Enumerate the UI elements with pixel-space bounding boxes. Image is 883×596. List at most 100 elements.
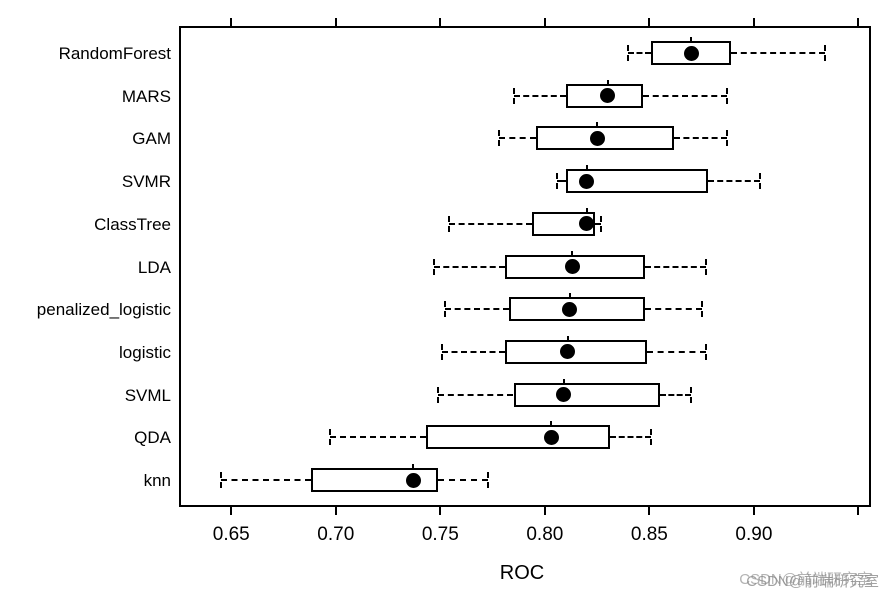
median-tick-randomforest — [690, 37, 693, 42]
whisker-high-svml — [659, 393, 692, 396]
median-tick-logistic — [566, 335, 569, 341]
x-axis-tick-label: 0.75 — [421, 524, 459, 545]
watermark-text-back: CSDN@前端研究室 — [739, 571, 872, 588]
x-axis-tick-label: 0.85 — [630, 524, 668, 545]
median-tick-mars — [606, 79, 609, 85]
median-dot-svmr — [579, 173, 595, 189]
x-axis-tick-top — [648, 18, 651, 26]
y-axis-label-knn: knn — [143, 471, 171, 490]
median-dot-gam — [589, 130, 605, 146]
median-dot-randomforest — [683, 45, 699, 61]
cap-low-mars — [512, 87, 515, 104]
cap-high-classtree — [600, 215, 603, 232]
cap-high-logistic — [704, 343, 707, 360]
cap-high-qda — [650, 429, 653, 446]
whisker-high-knn — [438, 479, 489, 481]
whisker-high-penalized_logistic — [645, 308, 702, 311]
watermark-text-front: CSDN@前端研究室 — [746, 573, 879, 590]
box-qda — [425, 425, 610, 450]
box-penalized_logistic — [509, 297, 646, 322]
median-tick-knn — [412, 464, 415, 469]
y-axis-label-lda: LDA — [137, 257, 171, 277]
cap-high-gam — [725, 130, 728, 147]
box-logistic — [505, 339, 648, 364]
x-axis-tick-bottom — [648, 507, 651, 515]
cap-low-svmr — [556, 173, 559, 190]
median-tick-penalized_logistic — [568, 293, 571, 299]
whisker-high-lda — [645, 265, 706, 268]
x-axis-tick-bottom — [752, 507, 755, 515]
x-axis-tick-top — [752, 18, 755, 26]
cap-high-knn — [487, 472, 490, 488]
y-axis-label-mars: MARS — [121, 86, 171, 106]
x-axis-tick-bottom — [334, 507, 337, 515]
median-dot-logistic — [560, 344, 576, 360]
whisker-low-logistic — [442, 350, 506, 353]
cap-low-gam — [497, 130, 500, 147]
whisker-high-qda — [609, 436, 652, 439]
box-mars — [565, 83, 644, 108]
median-tick-qda — [550, 421, 553, 427]
cap-high-penalized_logistic — [700, 301, 703, 318]
median-tick-lda — [571, 250, 574, 256]
x-axis-tick-top — [230, 18, 233, 26]
median-dot-classtree — [579, 216, 595, 232]
cap-low-svml — [437, 386, 440, 403]
median-tick-svml — [562, 378, 565, 384]
cap-low-knn — [219, 472, 222, 488]
cap-high-mars — [725, 87, 728, 104]
box-svml — [513, 382, 660, 407]
x-axis-tick-label: 0.80 — [526, 524, 564, 545]
plot-area — [179, 26, 871, 507]
median-tick-classtree — [585, 207, 588, 213]
x-axis-tick-bottom — [230, 507, 233, 515]
median-tick-svmr — [585, 165, 588, 171]
whisker-low-svmr — [557, 180, 566, 183]
x-axis-tick-label: 0.70 — [317, 524, 355, 545]
whisker-high-classtree — [595, 222, 602, 225]
whisker-high-svmr — [707, 180, 761, 183]
whisker-low-gam — [498, 137, 537, 140]
whisker-low-penalized_logistic — [444, 308, 510, 311]
x-axis-tick-top — [857, 18, 860, 26]
median-dot-mars — [600, 88, 616, 104]
x-axis-tick-top — [439, 18, 442, 26]
x-axis-tick-label: 0.65 — [212, 524, 250, 545]
whisker-low-svml — [438, 393, 514, 396]
y-axis-label-classtree: ClassTree — [94, 214, 171, 234]
cap-high-lda — [704, 258, 707, 275]
whisker-low-mars — [513, 94, 566, 97]
x-axis-tick-bottom — [543, 507, 546, 515]
x-axis-title: ROC — [499, 562, 545, 584]
whisker-low-randomforest — [628, 52, 652, 54]
whisker-low-classtree — [448, 222, 533, 225]
y-axis-label-gam: GAM — [132, 129, 171, 149]
y-axis-label-penalized_logistic: penalized_logistic — [36, 300, 171, 320]
cap-low-lda — [433, 258, 436, 275]
whisker-low-knn — [220, 479, 311, 481]
whisker-low-lda — [434, 265, 506, 268]
median-tick-gam — [596, 122, 599, 128]
cap-high-svml — [690, 386, 693, 403]
median-dot-lda — [564, 259, 580, 274]
cap-low-logistic — [441, 343, 444, 360]
median-dot-knn — [405, 472, 421, 488]
cap-low-penalized_logistic — [443, 301, 446, 318]
whisker-high-logistic — [647, 350, 706, 353]
y-axis-label-qda: QDA — [134, 428, 171, 448]
cap-low-qda — [328, 429, 331, 446]
box-gam — [536, 126, 675, 151]
whisker-high-randomforest — [730, 52, 825, 54]
x-axis-tick-label: 0.90 — [735, 524, 773, 545]
whisker-high-gam — [674, 137, 727, 140]
whisker-low-qda — [329, 436, 426, 439]
whisker-high-mars — [643, 94, 727, 97]
median-dot-svml — [556, 387, 572, 403]
x-axis-tick-top — [334, 18, 337, 26]
y-axis-label-svml: SVML — [124, 385, 171, 405]
cap-high-randomforest — [824, 45, 826, 61]
cap-high-svmr — [759, 173, 762, 190]
x-axis-tick-bottom — [857, 507, 860, 515]
box-classtree — [532, 211, 596, 236]
